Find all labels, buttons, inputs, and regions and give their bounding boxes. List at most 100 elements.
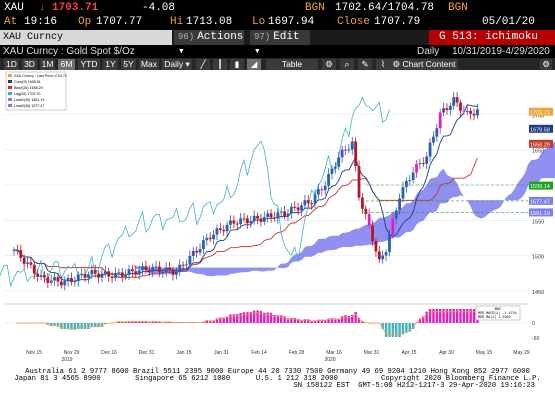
macd-bar [239, 313, 242, 323]
candle-body [110, 276, 114, 279]
security-input[interactable]: XAU Curncy [0, 30, 172, 45]
at-label: At [4, 16, 18, 28]
edit-menu-button[interactable]: 97) Edit ▾ [250, 30, 310, 58]
period-6m-button[interactable]: 6M [58, 59, 75, 70]
price-axis-label: 1450 [532, 290, 544, 296]
candle-body [296, 207, 300, 211]
macd-bar [445, 309, 449, 323]
year-axis-label: 2019 [61, 357, 72, 363]
macd-bar [151, 321, 154, 323]
actions-menu-button[interactable]: 96) Actions ▾ [174, 30, 244, 58]
candle-body [43, 275, 46, 278]
candle-body [347, 149, 351, 151]
legend-swatch [8, 92, 12, 95]
candle-body [462, 110, 466, 112]
candle-body [218, 228, 222, 230]
macd-bar [330, 318, 334, 323]
close-value: 1707.79 [374, 16, 421, 28]
period-1m-button[interactable]: 1M [40, 59, 55, 70]
candle-body [300, 205, 303, 211]
candle-body [273, 217, 276, 219]
annotate-icon[interactable]: ✎ [358, 59, 372, 70]
date-axis-label: Nov 29 [64, 350, 80, 356]
candle-body [421, 163, 425, 165]
candle-body [428, 142, 432, 157]
candle-body [239, 218, 243, 225]
chart-panel[interactable]: 1700165016001550150014501703.711679.5816… [0, 70, 555, 372]
macd-bar [134, 321, 137, 323]
period-ytd-button[interactable]: YTD [78, 59, 100, 70]
period-3d-button[interactable]: 3D [22, 59, 37, 70]
legend-swatch [8, 104, 12, 107]
macd-bar [246, 312, 249, 323]
macd-bar [276, 315, 280, 323]
period-1d-button[interactable]: 1D [4, 59, 19, 70]
period-max-button[interactable]: Max [139, 59, 159, 70]
price-tag-label: 1658.29 [530, 142, 550, 148]
legend-item: Lead2(26) 1577.47 [14, 104, 44, 108]
candle-body [252, 215, 256, 222]
line-chart-icon[interactable]: ╱ [196, 59, 210, 70]
candle-body [137, 270, 141, 275]
candle-body [141, 266, 144, 271]
frequency-dropdown[interactable]: Daily ▾ [162, 59, 192, 70]
date-axis-label: May 29 [513, 350, 530, 356]
candle-body [19, 250, 23, 258]
candle-chart-icon[interactable]: ┃ [213, 59, 227, 70]
candle-body [259, 218, 263, 222]
candle-body [367, 214, 371, 226]
candle-body [452, 97, 456, 106]
macd-bar [290, 317, 293, 323]
candle-body [465, 110, 469, 112]
date-axis-label: Dec 31 [139, 350, 155, 356]
mountain-chart-icon[interactable]: ◢ [247, 59, 261, 70]
macd-bar [137, 321, 141, 323]
macd-bar [124, 321, 127, 323]
chart-settings-icon[interactable]: ⚙ [540, 59, 552, 70]
period-bar: 1D 3D 1M 6M YTD 1Y 5Y Max Daily ▾ ╱ ┃ ▮ … [0, 58, 555, 70]
candle-body [124, 274, 128, 277]
candle-body [262, 217, 266, 222]
macd-bar [313, 320, 317, 323]
macd-bar [347, 316, 351, 323]
candle-body [130, 269, 134, 272]
candle-body [215, 228, 219, 235]
draw-icon[interactable]: ⌇ [376, 59, 390, 70]
macd-bar [283, 316, 286, 323]
footer-line-3: SN 158122 EST GMT-5:00 H212-1217-3 29-Ap… [293, 382, 535, 390]
high-label: Hi [170, 16, 184, 28]
footer: Australia 61 2 9777 8600 Brazil 5511 239… [0, 368, 555, 400]
macd-bar [236, 314, 239, 323]
candle-body [408, 179, 412, 181]
settings-icon[interactable]: ⚙ [322, 59, 336, 70]
macd-bar [381, 323, 384, 330]
macd-legend-item: MDR MA(2) 1.2982 [478, 315, 511, 320]
candle-body [476, 109, 479, 116]
macd-bar [425, 311, 428, 323]
macd-bar [259, 311, 263, 323]
chart-content-label: Chart Content [402, 59, 456, 69]
candle-body [198, 249, 202, 253]
bar-chart-icon[interactable]: ▮ [230, 59, 244, 70]
candle-body [306, 200, 310, 203]
chart-content-button[interactable]: ⚙ Chart Content [390, 59, 458, 70]
macd-bar [293, 317, 296, 323]
ticker: XAU [4, 2, 24, 14]
period-1y-button[interactable]: 1Y [103, 59, 118, 70]
macd-bar [466, 309, 469, 323]
macd-bar [422, 316, 425, 323]
date-range[interactable]: 10/31/2019-4/29/2020 [452, 46, 550, 57]
macd-bar [418, 318, 422, 323]
macd-bar [53, 323, 56, 327]
macd-bar [50, 323, 53, 327]
candle-body [317, 189, 320, 195]
macd-bar [90, 323, 93, 328]
candle-body [364, 208, 368, 215]
candle-body [171, 269, 175, 275]
period-5y-button[interactable]: 5Y [121, 59, 136, 70]
macd-bar [432, 309, 435, 323]
macd-bar [46, 323, 50, 325]
table-button[interactable]: Table [266, 59, 318, 70]
zoom-icon[interactable]: ⌕ [340, 59, 354, 70]
macd-bar [141, 320, 144, 323]
